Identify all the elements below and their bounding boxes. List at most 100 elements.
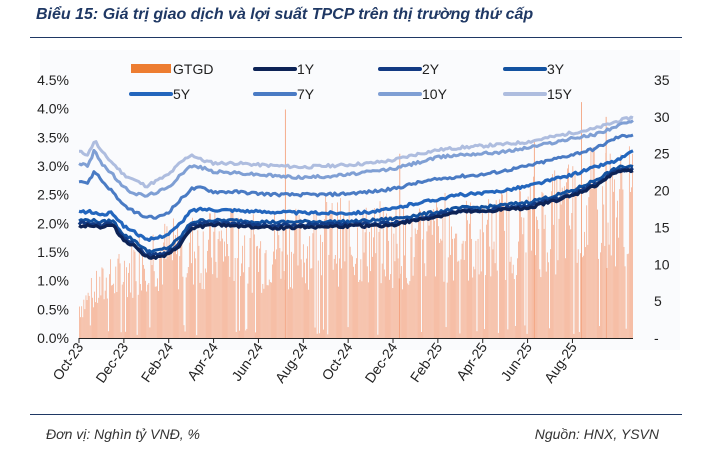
gtgd-bar [527,196,529,338]
gtgd-bar [618,237,620,338]
gtgd-bar [233,280,235,338]
gtgd-bar [434,220,435,338]
gtgd-bar [174,243,175,338]
gtgd-bar [242,245,243,338]
gtgd-bar [485,275,486,338]
gtgd-bar [301,277,303,338]
gtgd-bar [388,240,389,338]
gtgd-bar [290,287,291,338]
gtgd-bar [202,231,204,338]
gtgd-bar [144,268,145,338]
gtgd-bar [200,273,202,338]
gtgd-bar [264,253,266,338]
gtgd-bar [573,333,575,338]
gtgd-bar [570,229,572,338]
gtgd-bar [591,188,593,338]
gtgd-bar [255,332,256,338]
gtgd-bar [425,276,427,338]
gtgd-bar [127,297,128,338]
gtgd-bar [341,268,343,338]
gtgd-bar [509,261,511,338]
gtgd-bar [609,153,611,338]
gtgd-bar [92,297,93,338]
gtgd-bar [266,285,268,338]
gtgd-bar [302,244,304,338]
gtgd-bar [164,223,166,338]
gtgd-bar [161,252,162,338]
gtgd-bar [214,211,216,338]
gtgd-bar [245,330,247,338]
gtgd-bar [492,249,494,338]
gtgd-bar [172,218,174,338]
gtgd-bar [142,255,143,338]
gtgd-bar [226,225,227,338]
gtgd-bar [561,187,563,338]
gtgd-bar [148,282,150,338]
gtgd-bar [574,173,576,338]
gtgd-bar [544,214,546,338]
gtgd-bar [412,275,414,338]
gtgd-bar [467,220,468,338]
gtgd-bar [418,212,419,338]
gtgd-bar [514,325,516,338]
footer-divider [30,414,682,415]
gtgd-bar [431,234,433,338]
gtgd-bar [567,168,568,338]
gtgd-bar [350,254,352,338]
gtgd-bar [115,266,117,338]
gtgd-bar [348,200,350,338]
gtgd-bar [182,276,184,338]
gtgd-bar [504,230,506,338]
gtgd-bar [444,192,446,338]
gtgd-bar [261,292,263,338]
gtgd-bar [415,233,417,338]
gtgd-bar [123,260,125,338]
gtgd-bar [456,233,458,338]
gtgd-bar [399,273,401,338]
gtgd-bar [631,187,632,338]
gtgd-bar [334,254,336,338]
gtgd-bar [610,255,612,338]
gtgd-bar [624,266,626,338]
gtgd-bar [114,293,116,338]
gtgd-bar [525,252,527,338]
gtgd-bar [117,258,119,338]
legend-label: 2Y [422,61,440,77]
series-line-7y [78,133,634,220]
gtgd-bar [528,204,530,338]
gtgd-bar [511,273,513,338]
y-right-tick-label: 10 [654,256,670,272]
gtgd-bar [263,288,265,338]
gtgd-bar [470,202,471,338]
gtgd-bar [288,289,289,338]
gtgd-bar [394,261,396,338]
gtgd-bar [378,231,380,338]
gtgd-bar-spike [399,153,401,338]
legend-item-gtgd: GTGD [131,61,213,77]
gtgd-bar [557,260,559,338]
gtgd-bar [628,146,630,338]
gtgd-bar [409,281,411,338]
gtgd-bar [179,256,181,338]
gtgd-bar [562,191,564,338]
gtgd-bar [459,333,461,338]
gtgd-bar [536,216,537,338]
gtgd-bar [397,258,399,338]
legend-item-3y: 3Y [503,61,565,77]
gtgd-bar [400,266,402,338]
y-right-tick-label: 35 [654,72,670,88]
gtgd-bar [139,284,141,338]
gtgd-bar [446,282,448,338]
gtgd-bar [293,253,295,338]
legend-swatch [131,64,171,73]
gtgd-bar [185,277,187,338]
yield-lines [77,115,634,260]
gtgd-bar [548,262,549,338]
gtgd-bar [375,253,377,338]
gtgd-bar [380,283,382,338]
gtgd-bar [393,233,395,338]
gtgd-bar [135,281,137,338]
gtgd-bar [592,147,594,338]
gtgd-bar [223,261,224,338]
gtgd-bar [455,233,457,338]
